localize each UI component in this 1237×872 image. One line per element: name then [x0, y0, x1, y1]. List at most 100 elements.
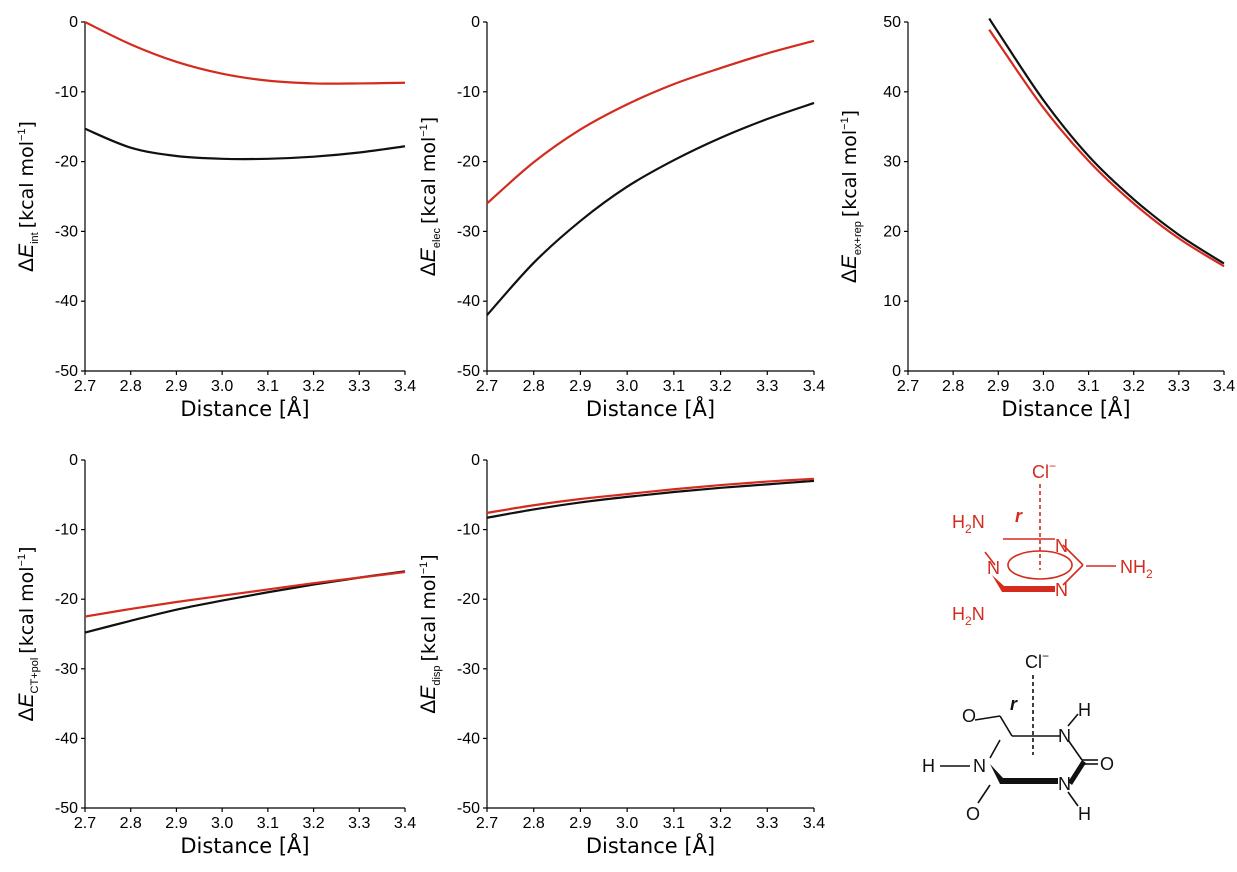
series-line-red — [486, 39, 815, 205]
x-tick-label: 3.1 — [257, 378, 279, 395]
y-axis-title: ΔEint[kcal mol−1] — [15, 121, 41, 272]
y-tick-label: 10 — [883, 293, 901, 310]
y-tick-label: -50 — [457, 800, 480, 817]
y-tick-label: -40 — [55, 730, 78, 747]
y-tick-label: -20 — [457, 154, 480, 171]
cyanuric-h-top: H — [1078, 700, 1091, 720]
cyanuric-acid-structure: Cl− r O N H O H N N H O — [922, 649, 1114, 824]
melamine-nh2-right: NH2 — [1120, 557, 1153, 581]
cyanuric-n-bottom: N — [1058, 774, 1071, 794]
x-tick-label: 3.2 — [709, 378, 731, 395]
x-axis-title: Distance [Å] — [180, 395, 309, 421]
y-tick-label: -50 — [55, 363, 78, 380]
x-tick-label: 2.7 — [476, 815, 498, 832]
y-axis-title: ΔEdisp[kcal mol−1] — [417, 554, 443, 713]
y-axis-title: ΔEelec[kcal mol−1] — [417, 117, 443, 276]
y-tick-label: -20 — [55, 154, 78, 171]
melamine-ring-n-bottom: N — [1055, 580, 1068, 600]
cyanuric-n-top: N — [1058, 726, 1071, 746]
y-tick-label: -10 — [457, 84, 480, 101]
melamine-structure: Cl− r N N N H2N NH2 H2N — [952, 459, 1153, 628]
x-tick-label: 3.3 — [756, 815, 778, 832]
x-tick-label: 3.3 — [348, 378, 370, 395]
y-tick-label: -30 — [457, 661, 480, 678]
chart-panel-4: -50 -40 -30 -20 -10 0 2.7 2.8 2.9 3.0 3.1 3.2 3.3 3.4… — [15, 452, 416, 858]
y-tick-label: -50 — [55, 800, 78, 817]
y-tick-label: -30 — [55, 223, 78, 240]
series-line-red — [84, 21, 406, 85]
y-tick-label: -50 — [457, 363, 480, 380]
x-tick-label: 2.8 — [523, 378, 545, 395]
x-tick-label: 2.8 — [120, 815, 142, 832]
x-tick-label: 3.3 — [1168, 378, 1190, 395]
x-tick-label: 2.8 — [523, 815, 545, 832]
y-tick-label: 0 — [69, 452, 78, 469]
x-tick-label: 3.0 — [1032, 378, 1054, 395]
y-tick-label: 0 — [471, 14, 480, 31]
y-tick-label: 50 — [883, 14, 901, 31]
y-tick-label: 0 — [69, 14, 78, 31]
y-tick-label: -30 — [457, 223, 480, 240]
x-axis-title: Distance [Å] — [586, 395, 715, 421]
y-tick-label: -30 — [55, 661, 78, 678]
x-tick-label: 3.1 — [257, 815, 279, 832]
melamine-distance-label: r — [1015, 506, 1023, 526]
chart-panel-1: -50 -40 -30 -20 -10 0 2.7 2.8 2.9 3.0 3.1 3.2 3.3 3.4… — [15, 14, 416, 421]
x-tick-label: 2.9 — [569, 815, 591, 832]
x-tick-label: 3.0 — [616, 378, 638, 395]
x-axis-title: Distance [Å] — [586, 832, 715, 858]
y-axis-title: ΔECT+pol[kcal mol−1] — [15, 546, 41, 721]
melamine-anion-label: Cl− — [1032, 459, 1056, 482]
x-tick-label: 2.7 — [897, 378, 919, 395]
x-tick-label: 3.2 — [302, 815, 324, 832]
y-tick-label: -20 — [55, 591, 78, 608]
cyanuric-h-left: H — [922, 756, 935, 776]
y-tick-label: -40 — [55, 293, 78, 310]
melamine-nh2-bottom: H2N — [952, 604, 985, 628]
y-tick-label: 0 — [892, 363, 901, 380]
x-tick-label: 2.9 — [165, 815, 187, 832]
series-line-black — [84, 127, 406, 161]
series-line-black — [486, 101, 815, 316]
x-tick-label: 2.9 — [569, 378, 591, 395]
y-tick-label: -10 — [55, 84, 78, 101]
x-tick-label: 3.0 — [211, 815, 233, 832]
x-tick-label: 3.4 — [394, 378, 416, 395]
cyanuric-ring — [940, 713, 1098, 807]
y-tick-label: 30 — [883, 154, 901, 171]
cyanuric-o-bottom: O — [966, 804, 980, 824]
series-line-red — [486, 477, 815, 514]
x-tick-label: 3.1 — [663, 378, 685, 395]
y-tick-label: -10 — [55, 522, 78, 539]
x-tick-label: 2.7 — [476, 378, 498, 395]
x-tick-label: 3.2 — [1123, 378, 1145, 395]
melamine-ring-n-top: N — [1055, 536, 1068, 556]
melamine-nh2-left: H2N — [952, 512, 985, 536]
series-line-red — [84, 570, 406, 618]
y-tick-label: 40 — [883, 84, 901, 101]
x-tick-label: 2.8 — [120, 378, 142, 395]
series-line-black — [988, 17, 1225, 265]
x-tick-label: 3.0 — [211, 378, 233, 395]
x-tick-label: 3.1 — [663, 815, 685, 832]
series-line-black — [486, 479, 815, 519]
chart-panel-3: 0 10 20 30 40 50 2.7 2.8 2.9 3.0 3.1 3.2 3.3 3.4 Dista… — [838, 14, 1235, 421]
chart-panel-2: -50 -40 -30 -20 -10 0 2.7 2.8 2.9 3.0 3.1 3.2 3.3 3.4… — [417, 14, 825, 421]
chart-panel-5: -50 -40 -30 -20 -10 0 2.7 2.8 2.9 3.0 3.1 3.2 3.3 3.4… — [417, 452, 825, 858]
y-tick-label: -40 — [457, 293, 480, 310]
cyanuric-h-bottom: H — [1078, 804, 1091, 824]
x-tick-label: 3.0 — [616, 815, 638, 832]
y-tick-label: -40 — [457, 730, 480, 747]
x-axis-title: Distance [Å] — [180, 832, 309, 858]
cyanuric-n-left: N — [973, 756, 986, 776]
x-tick-label: 3.2 — [302, 378, 324, 395]
cyanuric-distance-label: r — [1010, 694, 1018, 714]
y-tick-label: -10 — [457, 522, 480, 539]
x-tick-label: 3.3 — [756, 378, 778, 395]
melamine-ring-n-left: N — [987, 558, 1000, 578]
x-tick-label: 2.8 — [942, 378, 964, 395]
cyanuric-anion-label: Cl− — [1025, 649, 1049, 672]
series-line-red — [988, 29, 1225, 268]
y-tick-label: -20 — [457, 591, 480, 608]
y-tick-label: 0 — [471, 452, 480, 469]
